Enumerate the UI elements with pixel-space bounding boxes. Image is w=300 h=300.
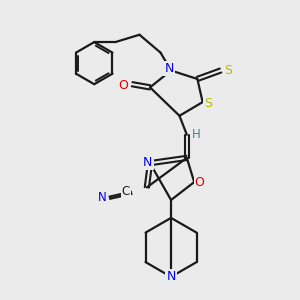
Text: N: N (143, 156, 153, 169)
Text: C: C (122, 185, 130, 198)
Text: O: O (119, 79, 129, 92)
Text: N: N (167, 270, 176, 283)
Text: N: N (164, 62, 174, 75)
Text: S: S (224, 64, 232, 77)
Text: H: H (192, 128, 201, 141)
Text: S: S (204, 97, 212, 110)
Text: N: N (98, 191, 107, 204)
Text: O: O (194, 176, 204, 189)
